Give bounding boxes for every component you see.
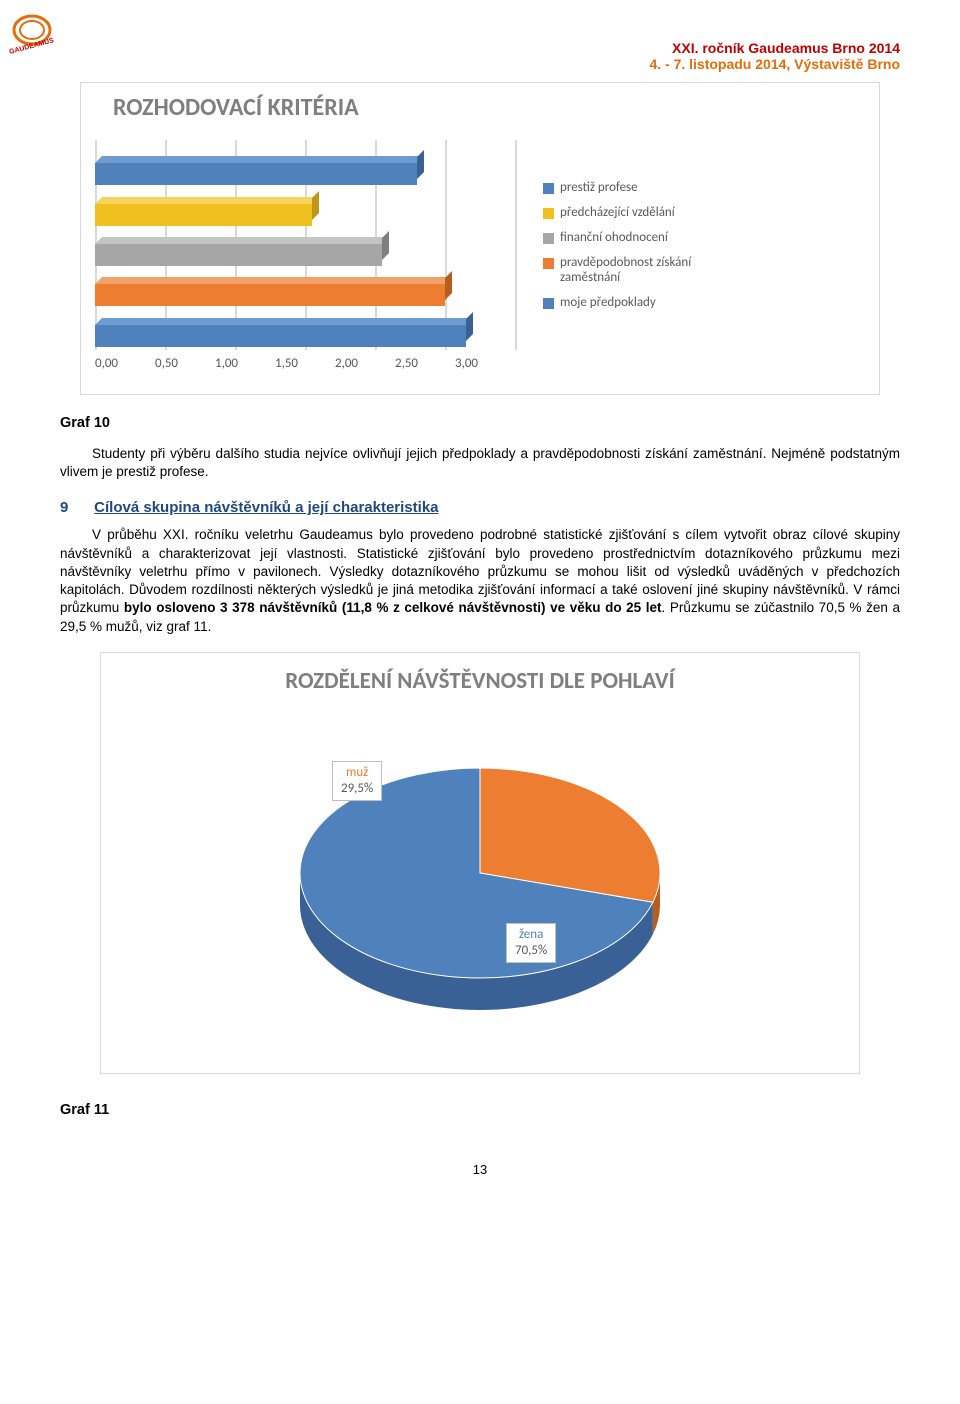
page-header: XXI. ročník Gaudeamus Brno 2014 4. - 7. … (60, 40, 900, 72)
bar-xaxis-tick: 1,00 (215, 356, 275, 380)
pie-chart-plot: muž 29,5% žena 70,5% (230, 713, 730, 1043)
bar-xaxis-tick: 1,50 (275, 356, 335, 380)
graf-10-text: Studenty při výběru dalšího studia nejví… (60, 445, 900, 481)
legend-item-3: pravděpodobnost získání zaměstnání (543, 255, 723, 285)
bar-chart-legend: prestiž profese předcházející vzdělání fin… (543, 180, 723, 380)
legend-item-1: předcházející vzdělání (543, 205, 723, 220)
pie-slice-1-pct: 70,5% (515, 943, 547, 959)
pie-slice-1-name: žena (515, 927, 547, 943)
section-9-paragraph: V průběhu XXI. ročníku veletrhu Gaudeamu… (60, 526, 900, 635)
section-title: Cílová skupina návštěvníků a její charak… (94, 499, 438, 516)
section-9-heading: 9 Cílová skupina návštěvníků a její char… (60, 499, 900, 516)
legend-item-0: prestiž profese (543, 180, 723, 195)
bar-1 (95, 198, 515, 226)
legend-swatch (543, 258, 554, 269)
bar-xaxis-tick: 2,00 (335, 356, 395, 380)
graf-11-label: Graf 11 (60, 1102, 900, 1118)
legend-label: předcházející vzdělání (560, 205, 675, 220)
legend-item-2: finanční ohodnocení (543, 230, 723, 245)
legend-swatch (543, 233, 554, 244)
legend-swatch (543, 183, 554, 194)
section-number: 9 (60, 499, 90, 516)
bar-chart-panel: ROZHODOVACÍ KRITÉRIA 0,000,501,001,502,0… (80, 82, 880, 395)
bar-chart-plot: 0,000,501,001,502,002,503,00 (95, 140, 515, 380)
header-title: XXI. ročník Gaudeamus Brno 2014 (60, 40, 900, 56)
legend-label: finanční ohodnocení (560, 230, 668, 245)
legend-item-4: moje předpoklady (543, 295, 723, 310)
graf-10-label: Graf 10 (60, 415, 900, 431)
legend-label: moje předpoklady (560, 295, 656, 310)
bar-chart-title: ROZHODOVACÍ KRITÉRIA (113, 93, 865, 122)
bar-xaxis-tick: 0,50 (155, 356, 215, 380)
pie-slice-0-name: muž (341, 765, 373, 781)
pie-chart-title: ROZDĚLENÍ NÁVŠTĚVNOSTI DLE POHLAVÍ (119, 667, 841, 695)
bar-xaxis-tick: 0,00 (95, 356, 155, 380)
legend-swatch (543, 208, 554, 219)
bar-4 (95, 319, 515, 347)
bar-3 (95, 278, 515, 306)
bar-0 (95, 157, 515, 185)
pie-slice-0-pct: 29,5% (341, 781, 373, 797)
bar-xaxis-tick: 3,00 (455, 356, 515, 380)
header-subtitle: 4. - 7. listopadu 2014, Výstaviště Brno (60, 56, 900, 72)
bar-xaxis-tick: 2,50 (395, 356, 455, 380)
legend-swatch (543, 298, 554, 309)
legend-label: pravděpodobnost získání zaměstnání (560, 255, 723, 285)
legend-label: prestiž profese (560, 180, 638, 195)
pie-chart-panel: ROZDĚLENÍ NÁVŠTĚVNOSTI DLE POHLAVÍ muž 2… (100, 652, 860, 1074)
section-9-text-bold: bylo osloveno 3 378 návštěvníků (11,8 % … (124, 600, 662, 615)
gaudeamus-logo: GAUDEAMUS (8, 8, 56, 56)
bar-2 (95, 238, 515, 266)
page-number: 13 (60, 1162, 900, 1177)
